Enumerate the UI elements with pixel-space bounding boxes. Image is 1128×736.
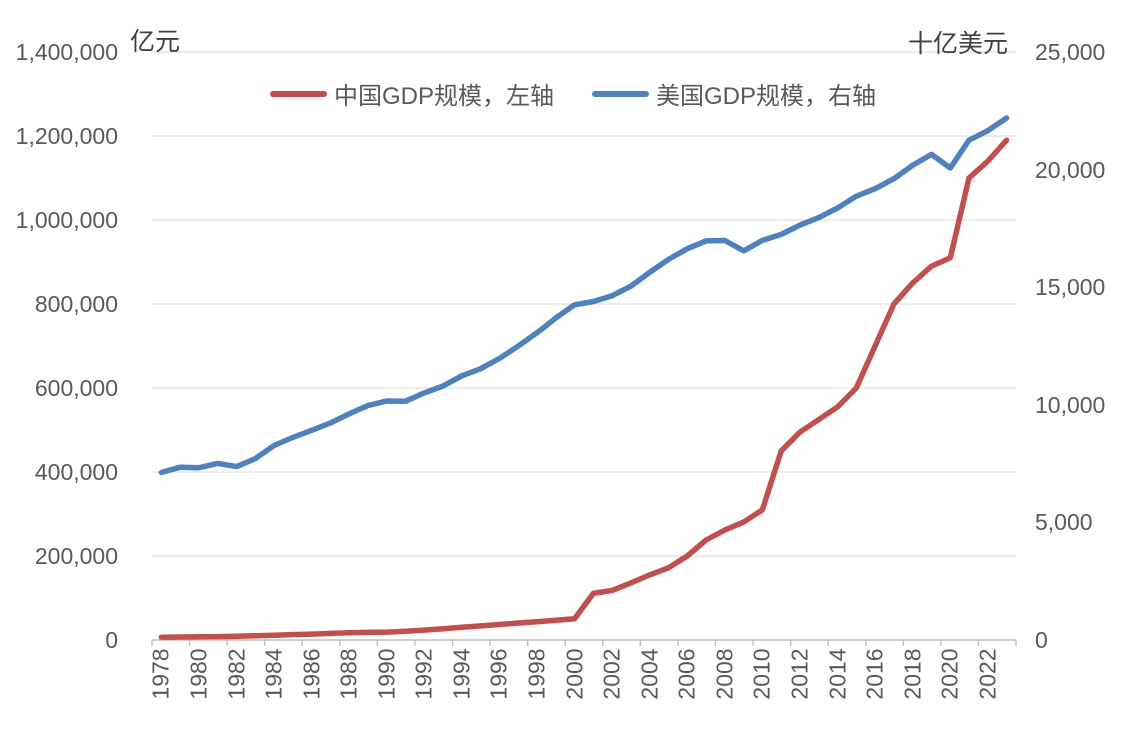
left-axis-tick-label: 1,200,000 [15,123,118,149]
china-series-swatch [270,90,327,97]
us-series-label: 美国GDP规模，右轴 [656,83,877,110]
right-axis-unit-title: 十亿美元 [908,31,1009,58]
legend-item-us: 美国GDP规模，右轴 [592,76,876,111]
right-axis-tick-label: 15,000 [1035,274,1106,301]
china-gdp-line [158,137,1010,640]
left-axis-tick-label: 0 [105,627,118,653]
left-axis-tick-label: 600,000 [34,375,118,401]
right-axis-tick-label: 5,000 [1035,509,1093,536]
legend-item-china: 中国GDP规模，左轴 [270,76,554,111]
right-axis-tick-label: 20,000 [1035,156,1106,183]
us-series-swatch [592,90,650,97]
legend: 中国GDP规模，左轴 美国GDP规模，右轴 [270,76,876,111]
right-axis-tick-label: 25,000 [1035,39,1106,65]
left-axis-tick-label: 200,000 [34,543,118,569]
right-axis-tick-label: 0 [1035,627,1048,653]
left-axis-tick-label: 1,400,000 [15,39,118,65]
us-gdp-line [158,115,1010,476]
left-axis-tick-label: 400,000 [34,459,118,485]
right-axis-tick-label: 10,000 [1035,391,1106,418]
china-series-label: 中国GDP规模，左轴 [334,83,555,110]
left-axis-unit-title: 亿元 [130,29,181,56]
left-axis-tick-label: 1,000,000 [15,207,118,233]
left-axis-tick-label: 800,000 [34,291,118,317]
